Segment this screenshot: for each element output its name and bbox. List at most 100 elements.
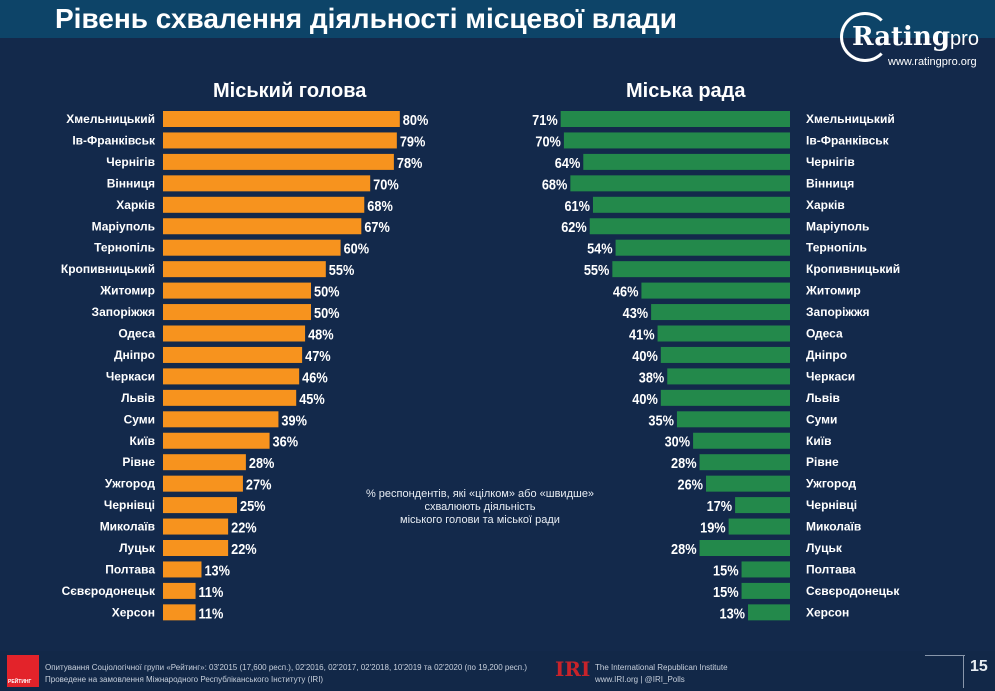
bar (592, 196, 790, 213)
data-label: 43% (623, 304, 649, 321)
bar (660, 389, 790, 406)
bar (667, 368, 790, 385)
category-label: Одеса (806, 327, 843, 341)
bar (163, 325, 306, 342)
data-label: 27% (246, 476, 272, 493)
bar (589, 218, 790, 235)
data-label: 47% (305, 347, 331, 364)
bar (660, 346, 790, 363)
category-label: Рівне (122, 455, 155, 469)
bar (163, 153, 394, 170)
left-chart-title: Міський голова (213, 80, 367, 102)
iri-logo: IRI (555, 657, 591, 681)
category-label: Маріуполь (92, 219, 155, 233)
category-label: Кропивницький (61, 262, 155, 276)
bar (163, 411, 279, 428)
bar (163, 196, 365, 213)
data-label: 22% (231, 519, 257, 536)
category-label: Миколаїв (100, 520, 155, 534)
logo-brand-suffix: pro (950, 28, 979, 50)
category-label: Хмельницький (66, 112, 155, 126)
logo-ring-icon (840, 12, 890, 62)
iri-name: The International Republican Institute (595, 663, 728, 672)
bar (651, 304, 790, 321)
bar (612, 261, 790, 278)
data-label: 17% (707, 497, 733, 514)
category-label: Чернігів (106, 155, 155, 169)
category-label: Львів (806, 391, 840, 405)
bar (741, 561, 790, 578)
data-label: 78% (397, 154, 423, 171)
data-label: 68% (542, 175, 568, 192)
category-label: Ів-Франківськ (806, 133, 890, 147)
note-line: міського голови та міської ради (400, 514, 560, 526)
data-label: 70% (373, 175, 399, 192)
bar (163, 111, 400, 127)
data-label: 40% (632, 390, 658, 407)
bar (163, 368, 300, 385)
category-label: Чернігів (806, 155, 855, 169)
category-label: Тернопіль (94, 241, 155, 255)
data-label: 67% (364, 218, 390, 235)
data-label: 22% (231, 540, 257, 557)
bar (641, 282, 790, 299)
data-label: 40% (632, 347, 658, 364)
bar (163, 261, 326, 278)
category-label: Харків (806, 198, 845, 212)
data-label: 48% (308, 325, 334, 342)
note-line: схвалюють діяльність (424, 501, 536, 513)
rating-logo: РЕЙТИНГ (7, 655, 39, 687)
bar (706, 475, 790, 492)
category-label: Запоріжжя (806, 305, 869, 319)
bar (163, 346, 303, 363)
category-label: Житомир (805, 284, 861, 298)
category-label: Ужгород (105, 477, 155, 491)
data-label: 41% (629, 325, 655, 342)
category-label: Полтава (105, 562, 155, 576)
bar (163, 132, 397, 149)
data-label: 64% (555, 154, 581, 171)
logo-url: www.ratingpro.org (888, 56, 977, 68)
bar (163, 218, 362, 235)
category-label: Запоріжжя (92, 305, 155, 319)
bar (163, 540, 229, 556)
bar (699, 454, 790, 471)
category-label: Харків (116, 198, 155, 212)
bar (163, 582, 196, 599)
bar (741, 582, 790, 599)
category-label: Дніпро (806, 348, 847, 362)
bar (657, 325, 790, 342)
data-label: 80% (403, 111, 429, 128)
data-label: 26% (678, 476, 704, 493)
logo-brand: Rating (852, 22, 951, 52)
bar (560, 111, 790, 127)
divider (925, 655, 965, 656)
data-label: 25% (240, 497, 266, 514)
data-label: 68% (367, 197, 393, 214)
data-label: 55% (584, 261, 610, 278)
category-label: Сєвєродонецьк (806, 584, 900, 598)
bar (163, 561, 202, 578)
category-label: Луцьк (806, 541, 843, 555)
category-label: Суми (124, 412, 155, 426)
category-label: Рівне (806, 455, 839, 469)
data-label: 79% (400, 132, 426, 149)
data-label: 60% (344, 240, 370, 257)
category-label: Київ (806, 434, 831, 448)
data-label: 11% (199, 604, 224, 621)
bar (748, 604, 790, 621)
data-label: 70% (535, 132, 561, 149)
data-label: 71% (532, 111, 558, 128)
category-label: Одеса (118, 327, 155, 341)
category-label: Луцьк (119, 541, 156, 555)
footer-source: Опитування Соціологічної групи «Рейтинг»… (45, 662, 527, 686)
data-label: 38% (639, 368, 665, 385)
bar (163, 282, 311, 299)
category-label: Сєвєродонецьк (62, 584, 156, 598)
category-label: Черкаси (106, 369, 155, 383)
data-label: 28% (671, 454, 697, 471)
category-label: Кропивницький (806, 262, 900, 276)
data-label: 15% (713, 583, 739, 600)
footer-line2: Проведене на замовлення Міжнародного Рес… (45, 675, 324, 684)
bar (699, 540, 790, 556)
